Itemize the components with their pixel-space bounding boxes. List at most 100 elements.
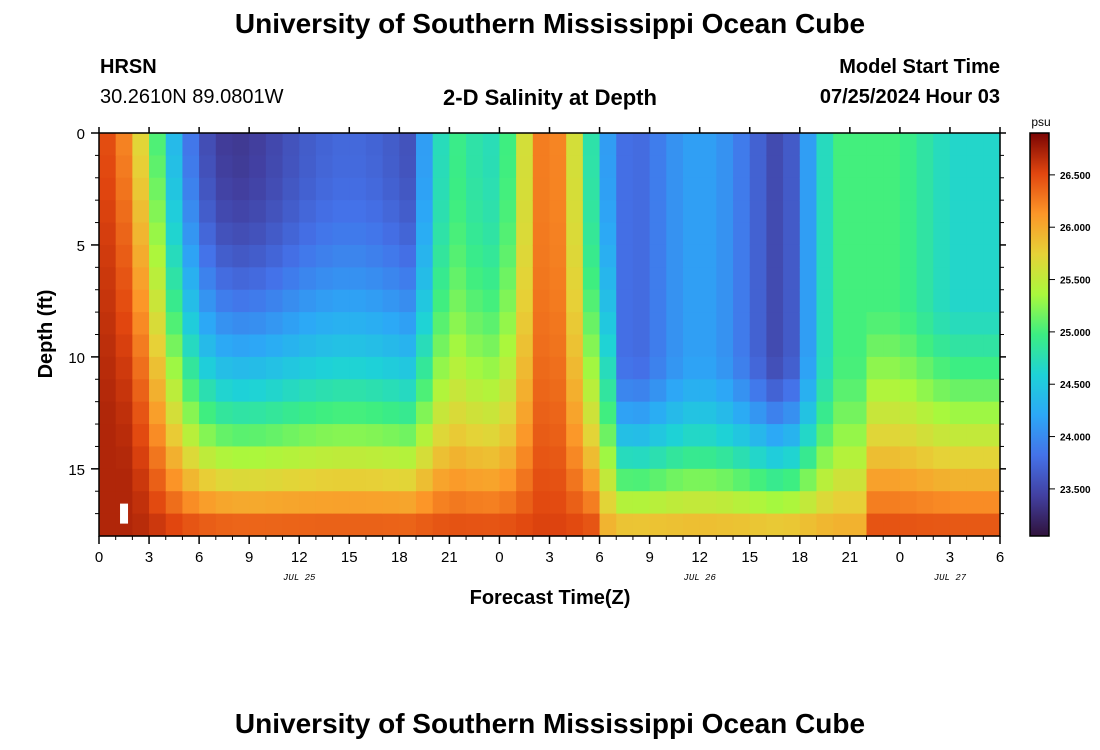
heatmap-cell [916, 513, 934, 537]
heatmap-cell [282, 468, 300, 492]
heatmap-cell [149, 491, 167, 515]
heatmap-cell [716, 446, 734, 470]
heatmap-cell [365, 312, 384, 336]
heatmap-cell [382, 267, 400, 291]
heatmap-cell [949, 424, 968, 448]
heatmap-cell [365, 155, 384, 179]
heatmap-cell [265, 267, 284, 291]
colorbar-tick-label: 24.500 [1060, 380, 1091, 391]
heatmap-cell [549, 491, 567, 515]
y-axis-label: Depth (ft) [35, 290, 57, 379]
heatmap-cell [566, 491, 584, 515]
heatmap-cell [566, 289, 584, 313]
heatmap-cell [299, 133, 317, 156]
x-tick-label: 6 [595, 549, 603, 566]
heatmap-cell [416, 468, 434, 492]
heatmap-cell [616, 468, 634, 492]
heatmap-cell [983, 401, 1001, 425]
heatmap-cell [199, 267, 217, 291]
heatmap-cell [616, 289, 634, 313]
heatmap-cell [482, 379, 501, 403]
heatmap-cell [299, 401, 317, 425]
heatmap-cell [816, 379, 834, 403]
heatmap-cell [849, 312, 868, 336]
heatmap-cell [783, 133, 801, 156]
heatmap-cell [899, 468, 918, 492]
heatmap-cell [983, 244, 1001, 268]
heatmap-cell [115, 424, 133, 448]
heatmap-cell [165, 513, 184, 537]
heatmap-cell [916, 356, 934, 380]
heatmap-cell [749, 424, 768, 448]
heatmap-cell [549, 446, 567, 470]
heatmap-cell [916, 334, 934, 358]
heatmap-cell [649, 513, 667, 537]
heatmap-cell [299, 424, 317, 448]
heatmap-cell [466, 446, 484, 470]
heatmap-cell [432, 379, 450, 403]
heatmap-cell [749, 513, 768, 537]
heatmap-cell [315, 177, 334, 201]
heatmap-cell [566, 222, 584, 246]
heatmap-cell [549, 177, 567, 201]
heatmap-cell [616, 401, 634, 425]
heatmap-cell [165, 401, 184, 425]
heatmap-cell [399, 513, 417, 537]
heatmap-cell [733, 177, 751, 201]
heatmap-cell [516, 200, 534, 224]
heatmap-cell [849, 491, 868, 515]
heatmap-cell [532, 155, 551, 179]
heatmap-cell [99, 133, 117, 156]
heatmap-cell [716, 468, 734, 492]
heatmap-cell [899, 446, 918, 470]
heatmap-cell [215, 424, 234, 448]
heatmap-cell [849, 401, 868, 425]
heatmap-cell [783, 513, 801, 537]
heatmap-cell [315, 244, 334, 268]
heatmap-cell [299, 334, 317, 358]
heatmap-cell [933, 200, 951, 224]
heatmap-cell [365, 267, 384, 291]
heatmap-cell [399, 244, 417, 268]
heatmap-cell [566, 267, 584, 291]
heatmap-cell [666, 468, 684, 492]
heatmap-cell [749, 133, 768, 156]
heatmap-cell [115, 446, 133, 470]
heatmap-cell [833, 244, 851, 268]
heatmap-cell [332, 244, 350, 268]
heatmap-cell [516, 222, 534, 246]
heatmap-cell [682, 446, 701, 470]
heatmap-cell [416, 446, 434, 470]
heatmap-cell [983, 155, 1001, 179]
heatmap-cell [716, 491, 734, 515]
heatmap-cell [382, 177, 400, 201]
heatmap-cell [682, 244, 701, 268]
heatmap-cell [149, 244, 167, 268]
heatmap-cell [833, 312, 851, 336]
heatmap-cell [532, 424, 551, 448]
heatmap-cell [682, 312, 701, 336]
heatmap-cell [566, 446, 584, 470]
y-tick-label: 0 [77, 126, 85, 143]
heatmap-cell [582, 222, 601, 246]
heatmap-cell [349, 155, 367, 179]
heatmap-cell [482, 133, 501, 156]
page-title: University of Southern Mississippi Ocean… [234, 8, 866, 39]
heatmap-cell [332, 155, 350, 179]
heatmap-cell [516, 312, 534, 336]
heatmap-cell [299, 289, 317, 313]
heatmap-cell [766, 244, 784, 268]
heatmap-cell [282, 289, 300, 313]
heatmap-cell [115, 356, 133, 380]
heatmap-cell [149, 289, 167, 313]
colorbar [1029, 132, 1050, 537]
heatmap-cell [99, 424, 117, 448]
heatmap-cell [766, 491, 784, 515]
heatmap-cell [532, 379, 551, 403]
heatmap-cell [399, 267, 417, 291]
heatmap-cell [716, 244, 734, 268]
heatmap-cell [249, 200, 267, 224]
heatmap-cell [599, 200, 617, 224]
heatmap-cell [466, 312, 484, 336]
heatmap-cell [966, 155, 984, 179]
